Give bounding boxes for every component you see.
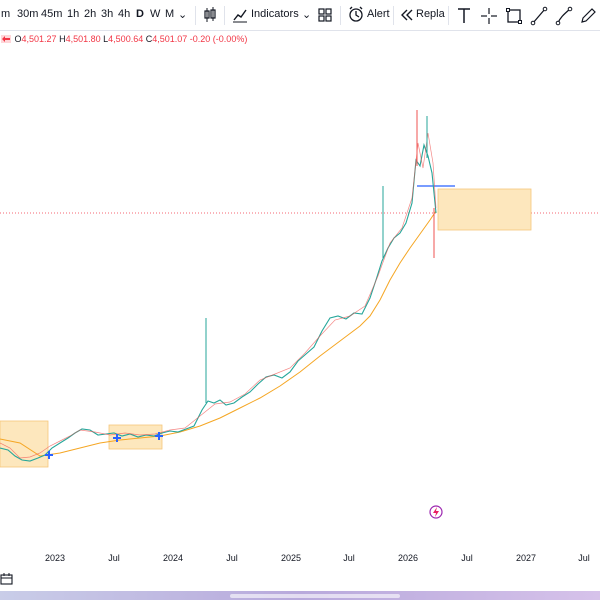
timeframe-minutes[interactable]: m	[1, 8, 11, 20]
toolbar-divider	[340, 6, 341, 25]
time-tick: Jul	[343, 553, 355, 563]
zone-box[interactable]	[0, 420, 49, 468]
time-tick: 2023	[44, 553, 66, 563]
brush-icon[interactable]	[555, 6, 573, 26]
alert-button[interactable]: Alert	[367, 8, 390, 20]
timeframe-4h[interactable]: 4h	[118, 8, 131, 20]
open-value: 4,501.27	[21, 34, 57, 44]
signal-markers	[45, 432, 163, 459]
close-value: 4,501.07	[152, 34, 188, 44]
candles-icon[interactable]	[203, 6, 217, 24]
price-series-line	[0, 142, 437, 462]
indicators-button[interactable]: Indicators	[251, 8, 299, 20]
time-tick: 2026	[397, 553, 419, 563]
ohlc-legend: O4,501.27 H4,501.80 L4,500.64 C4,501.07 …	[0, 34, 247, 48]
indicators-dropdown-icon[interactable]: ⌄	[302, 9, 312, 21]
timeframe-dropdown-icon[interactable]: ⌄	[178, 9, 188, 21]
calendar-range-icon[interactable]	[0, 572, 14, 586]
alert-clock-icon[interactable]	[348, 6, 364, 24]
moving-average-line	[0, 210, 437, 457]
scroll-thumb[interactable]	[230, 594, 400, 598]
time-tick: Jul	[226, 553, 238, 563]
event-lightning-icon[interactable]	[429, 505, 443, 519]
low-value: 4,500.64	[108, 34, 144, 44]
price-chart[interactable]	[0, 48, 600, 548]
crosshair-icon[interactable]	[480, 6, 498, 26]
zone-box[interactable]	[437, 188, 532, 231]
layout-grid-icon[interactable]	[318, 6, 332, 24]
high-label: H	[59, 34, 66, 44]
open-label: O	[14, 34, 22, 44]
time-tick: 2027	[515, 553, 537, 563]
text-tool-icon[interactable]	[456, 6, 472, 26]
time-tick: 2024	[162, 553, 184, 563]
replay-button[interactable]: Repla	[416, 8, 445, 20]
replay-icon[interactable]	[400, 6, 414, 24]
toolbar-divider	[195, 6, 196, 25]
timeframe-monthly[interactable]: M	[165, 8, 175, 20]
timeframe-2h[interactable]: 2h	[84, 8, 97, 20]
trend-line-icon[interactable]	[530, 6, 548, 26]
bottom-bar	[0, 568, 600, 600]
top-toolbar: m 30m 45m 1h 2h 3h 4h D W M ⌄ Indicators…	[0, 0, 600, 31]
time-axis[interactable]: 2023 Jul 2024 Jul 2025 Jul 2026 Jul 2027…	[0, 548, 600, 570]
timeframe-3h[interactable]: 3h	[101, 8, 114, 20]
timeframe-30m[interactable]: 30m	[17, 8, 39, 20]
rectangle-tool-icon[interactable]	[505, 6, 523, 26]
change-value: -0.20 (-0.00%)	[189, 34, 248, 44]
high-value: 4,501.80	[65, 34, 101, 44]
time-tick: Jul	[108, 553, 120, 563]
timeframe-45m[interactable]: 45m	[41, 8, 63, 20]
low-label: L	[103, 34, 109, 44]
timeframe-1h[interactable]: 1h	[67, 8, 80, 20]
toolbar-divider	[448, 6, 449, 25]
time-tick: Jul	[578, 553, 590, 563]
time-tick: 2025	[280, 553, 302, 563]
timeframe-daily[interactable]: D	[136, 8, 144, 20]
close-label: C	[145, 34, 153, 44]
timeframe-weekly[interactable]: W	[150, 8, 161, 20]
indicators-icon[interactable]	[232, 6, 248, 24]
time-tick: Jul	[461, 553, 473, 563]
symbol-flag-icon	[1, 35, 11, 43]
pencil-icon[interactable]	[580, 6, 598, 26]
toolbar-divider	[393, 6, 394, 25]
price-series-overlay	[0, 132, 437, 459]
toolbar-divider	[224, 6, 225, 25]
